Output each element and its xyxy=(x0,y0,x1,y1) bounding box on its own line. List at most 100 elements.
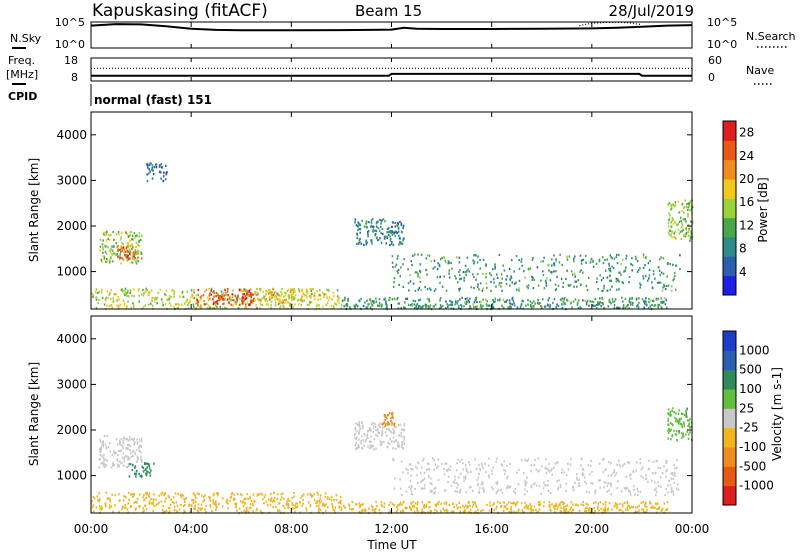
velocity-cell xyxy=(157,502,159,505)
power-cell xyxy=(513,301,515,304)
velocity-cell xyxy=(204,508,206,511)
power-cell xyxy=(241,296,244,299)
velocity-cell xyxy=(457,476,460,479)
velocity-cell xyxy=(538,500,541,504)
power-cell xyxy=(131,234,134,237)
power-cell xyxy=(503,300,506,304)
velocity-cell xyxy=(128,498,130,501)
power-cell xyxy=(520,260,523,263)
velocity-cell xyxy=(129,445,131,448)
power-cell xyxy=(636,305,638,308)
velocity-cell xyxy=(127,447,129,450)
velocity-cell xyxy=(143,494,145,497)
power-cell xyxy=(210,289,213,292)
velocity-cell xyxy=(306,493,309,496)
velocity-cell xyxy=(301,494,304,497)
power-cell xyxy=(115,242,118,245)
power-cell xyxy=(624,269,627,272)
power-cell xyxy=(409,274,411,277)
power-cell xyxy=(366,306,369,309)
velocity-cell xyxy=(536,511,538,514)
power-cell xyxy=(177,302,179,305)
power-cell xyxy=(428,298,430,301)
power-cell xyxy=(560,277,563,280)
power-cell xyxy=(133,255,135,258)
velocity-cell xyxy=(192,492,195,495)
power-cell xyxy=(264,298,266,301)
velocity-cell xyxy=(179,493,182,496)
power-cell xyxy=(447,305,449,308)
velocity-cell xyxy=(556,480,559,483)
power-cell xyxy=(419,280,422,284)
power-cell xyxy=(464,271,467,274)
velocity-cell xyxy=(530,509,533,512)
power-cell xyxy=(382,232,384,236)
velocity-cell xyxy=(620,490,623,493)
power-cell xyxy=(509,302,511,305)
power-cell xyxy=(580,259,583,262)
velocity-cell xyxy=(302,502,304,505)
power-cell xyxy=(485,303,488,306)
velocity-cell xyxy=(160,493,163,496)
velocity-cell xyxy=(459,488,462,491)
power-cell xyxy=(536,302,539,305)
velocity-cell xyxy=(636,506,639,509)
power-cell xyxy=(660,301,662,304)
velocity-cell xyxy=(380,501,383,504)
power-cell xyxy=(249,299,252,302)
velocity-cell xyxy=(496,490,498,493)
velocity-cell xyxy=(145,496,147,499)
power-cell xyxy=(439,304,442,307)
velocity-cell xyxy=(368,440,371,443)
power-cell xyxy=(125,292,127,295)
velocity-cell xyxy=(164,500,166,503)
power-cell xyxy=(642,266,645,269)
velocity-cell xyxy=(677,420,679,423)
velocity-cell xyxy=(537,510,539,513)
velocity-cell xyxy=(564,510,566,513)
velocity-cell xyxy=(393,487,396,490)
velocity-cell xyxy=(373,438,376,441)
power-cell xyxy=(195,301,198,304)
velocity-cell xyxy=(545,471,548,475)
power-cell xyxy=(679,230,682,233)
power-cell xyxy=(112,297,114,300)
power-cell xyxy=(367,235,369,238)
power-cell xyxy=(355,303,358,306)
power-cell xyxy=(466,297,468,300)
velocity-cell xyxy=(624,501,626,504)
velocity-cell xyxy=(580,457,583,460)
power-cell xyxy=(598,260,601,263)
velocity-cell xyxy=(567,510,569,513)
power-cell xyxy=(466,256,469,259)
velocity-cell xyxy=(560,506,563,509)
velocity-cell xyxy=(131,463,134,466)
power-cell xyxy=(345,304,347,307)
power-cell xyxy=(380,220,383,223)
velocity-cell xyxy=(294,510,296,513)
velocity-cell xyxy=(526,506,528,510)
power-cell xyxy=(554,270,557,273)
power-cell xyxy=(592,265,595,268)
power-cell xyxy=(455,256,458,259)
velocity-cell xyxy=(413,506,416,509)
power-cell xyxy=(363,243,365,246)
velocity-cell xyxy=(686,416,688,419)
power-cell xyxy=(677,223,679,226)
power-cell xyxy=(292,288,294,291)
velocity-cell xyxy=(632,470,635,474)
velocity-cell xyxy=(616,463,618,466)
power-cell xyxy=(370,240,373,243)
velocity-cell xyxy=(293,507,295,510)
velocity-cell xyxy=(641,466,644,469)
velocity-cell xyxy=(665,470,667,473)
power-cell xyxy=(628,307,630,310)
power-cell xyxy=(133,258,136,261)
power-cell xyxy=(606,276,609,279)
power-cell xyxy=(494,267,496,270)
power-cell xyxy=(102,255,105,258)
velocity-cell xyxy=(229,499,231,502)
power-cell xyxy=(661,300,664,303)
power-cell xyxy=(467,268,469,271)
power-cell xyxy=(498,253,501,257)
